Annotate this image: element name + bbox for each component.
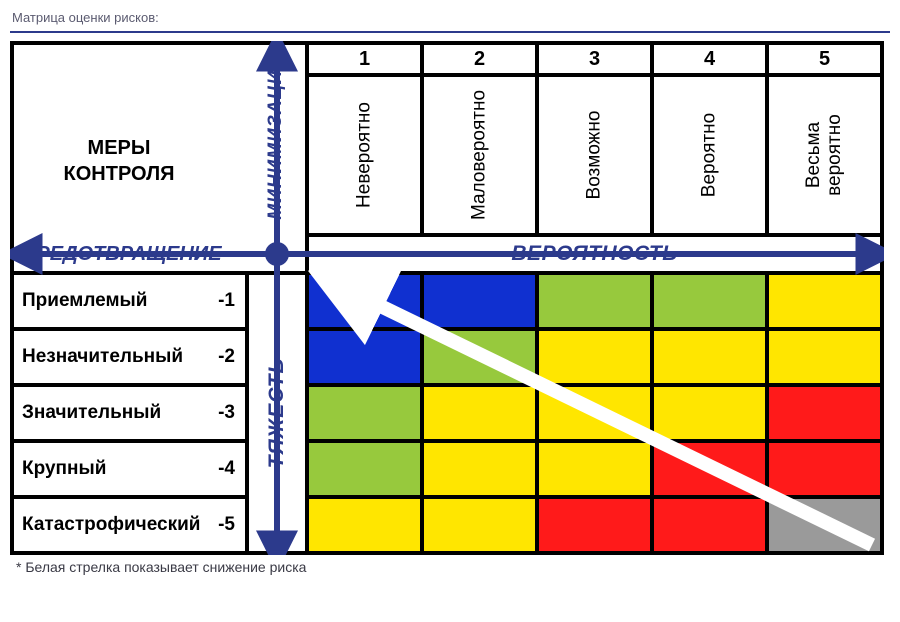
divider [10, 31, 890, 33]
cell-3-2 [422, 385, 537, 441]
col-label-5: Весьма вероятно [804, 85, 846, 225]
severity-axis-label: ТЯЖЕСТЬ [265, 358, 289, 469]
cell-1-5 [767, 273, 882, 329]
col-label-cell-2: Маловероятно [422, 75, 537, 235]
probability-axis-cell: ВЕРОЯТНОСТЬ [307, 235, 882, 273]
cell-1-2 [422, 273, 537, 329]
cell-5-3 [537, 497, 652, 553]
row-num-1: -1 [218, 290, 235, 312]
cell-3-5 [767, 385, 882, 441]
col-label-cell-1: Невероятно [307, 75, 422, 235]
severity-axis-cell: ТЯЖЕСТЬ [247, 273, 307, 553]
risk-matrix-table: МЕРЫ КОНТРОЛЯ ПРЕДОТВРАЩЕНИЕ МИНИМИЗАЦИЯ… [10, 41, 884, 555]
row-label-2: Незначительный [22, 346, 183, 368]
risk-matrix: МЕРЫ КОНТРОЛЯ ПРЕДОТВРАЩЕНИЕ МИНИМИЗАЦИЯ… [10, 41, 880, 555]
cell-4-3 [537, 441, 652, 497]
cell-1-3 [537, 273, 652, 329]
row-label-3: Значительный [22, 402, 161, 424]
page-title: Матрица оценки рисков: [12, 10, 890, 25]
cell-2-2 [422, 329, 537, 385]
row-label-cell-2: Незначительный -2 [12, 329, 247, 385]
row-num-4: -4 [218, 458, 235, 480]
col-label-4: Вероятно [699, 113, 720, 197]
cell-3-3 [537, 385, 652, 441]
col-label-2: Маловероятно [469, 90, 490, 220]
cell-4-5 [767, 441, 882, 497]
row-label-5: Катастрофический [22, 514, 200, 536]
col-num-1: 1 [307, 43, 422, 75]
cell-2-3 [537, 329, 652, 385]
row-label-4: Крупный [22, 458, 106, 480]
cell-4-2 [422, 441, 537, 497]
row-num-2: -2 [218, 346, 235, 368]
minimization-label: МИНИМИЗАЦИЯ [265, 55, 287, 220]
cell-1-1 [307, 273, 422, 329]
footnote: * Белая стрелка показывает снижение риск… [16, 559, 890, 575]
cell-5-5 [767, 497, 882, 553]
row-label-cell-3: Значительный -3 [12, 385, 247, 441]
col-num-2: 2 [422, 43, 537, 75]
row-label-cell-5: Катастрофический -5 [12, 497, 247, 553]
cell-4-1 [307, 441, 422, 497]
cell-2-1 [307, 329, 422, 385]
cell-5-2 [422, 497, 537, 553]
control-measures-label: МЕРЫ КОНТРОЛЯ [44, 135, 194, 187]
col-num-4: 4 [652, 43, 767, 75]
col-num-5: 5 [767, 43, 882, 75]
row-num-5: -5 [218, 514, 235, 536]
col-label-1: Невероятно [354, 102, 375, 208]
col-label-cell-3: Возможно [537, 75, 652, 235]
cell-3-1 [307, 385, 422, 441]
col-num-3: 3 [537, 43, 652, 75]
cell-4-4 [652, 441, 767, 497]
row-label-1: Приемлемый [22, 290, 147, 312]
cell-5-4 [652, 497, 767, 553]
col-label-3: Возможно [584, 111, 605, 200]
probability-axis-label: ВЕРОЯТНОСТЬ [309, 237, 880, 271]
col-label-cell-5: Весьма вероятно [767, 75, 882, 235]
cell-2-5 [767, 329, 882, 385]
cell-5-1 [307, 497, 422, 553]
row-label-cell-1: Приемлемый -1 [12, 273, 247, 329]
col-label-cell-4: Вероятно [652, 75, 767, 235]
cell-3-4 [652, 385, 767, 441]
cell-2-4 [652, 329, 767, 385]
prevention-label: ПРЕДОТВРАЩЕНИЕ [22, 243, 222, 266]
cell-1-4 [652, 273, 767, 329]
header-cell: МЕРЫ КОНТРОЛЯ ПРЕДОТВРАЩЕНИЕ МИНИМИЗАЦИЯ [12, 43, 307, 273]
row-label-cell-4: Крупный -4 [12, 441, 247, 497]
row-num-3: -3 [218, 402, 235, 424]
